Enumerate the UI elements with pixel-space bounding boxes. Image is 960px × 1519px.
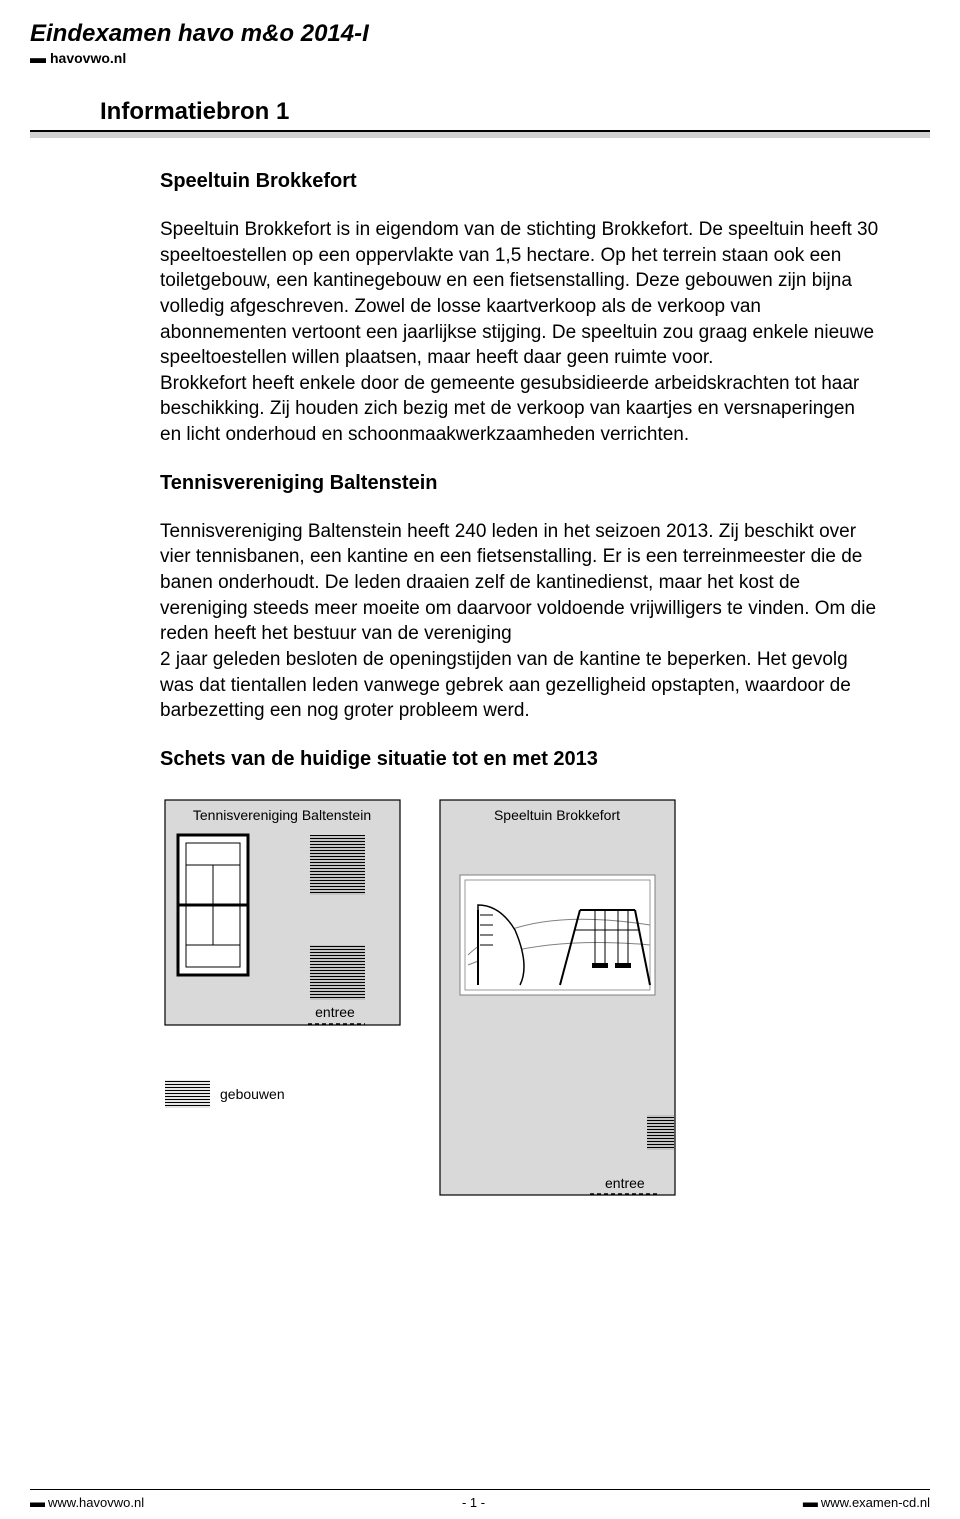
site-top: ▬havovwo.nl: [30, 50, 930, 68]
legend-gebouwen-label: gebouwen: [220, 1086, 285, 1102]
legend-hatch-icon: [165, 1080, 210, 1108]
content-body: Speeltuin Brokkefort Speeltuin Brokkefor…: [160, 168, 880, 1233]
diagram-svg: Tennisvereniging Baltenstein entree: [160, 795, 680, 1225]
entree-right-label: entree: [605, 1175, 645, 1191]
dash-icon: ▬: [30, 1494, 45, 1511]
speeltuin-label: Speeltuin Brokkefort: [494, 807, 620, 823]
heading-speeltuin: Speeltuin Brokkefort: [160, 168, 880, 195]
tennis-building-icon: [310, 835, 365, 895]
situation-diagram: Tennisvereniging Baltenstein entree: [160, 795, 880, 1233]
site-top-text: havovwo.nl: [50, 50, 126, 66]
footer-page-number: - 1 -: [462, 1495, 485, 1510]
para-1b: Brokkefort heeft enkele door de gemeente…: [160, 373, 859, 445]
para-2a: Tennisvereniging Baltenstein heeft 240 l…: [160, 521, 876, 645]
para-1a: Speeltuin Brokkefort is in eigendom van …: [160, 219, 878, 368]
speeltuin-building-icon: [647, 1115, 674, 1150]
heading-schets: Schets van de huidige situatie tot en me…: [160, 746, 880, 773]
tennis-building2-icon: [310, 945, 365, 1000]
speeltuin-box: [440, 800, 675, 1195]
footer-right-text: www.examen-cd.nl: [821, 1495, 930, 1510]
heading-tennis: Tennisvereniging Baltenstein: [160, 470, 880, 497]
section-title: Informatiebron 1: [100, 98, 930, 126]
tennis-label: Tennisvereniging Baltenstein: [193, 807, 371, 823]
entree-left-label: entree: [315, 1004, 355, 1020]
footer-right: ▬www.examen-cd.nl: [803, 1494, 930, 1511]
page-footer: ▬www.havovwo.nl - 1 - ▬www.examen-cd.nl: [30, 1489, 930, 1511]
dash-icon: ▬: [803, 1494, 818, 1511]
footer-left: ▬www.havovwo.nl: [30, 1494, 144, 1511]
title-rule: [30, 130, 930, 138]
tennis-court-icon: [178, 835, 248, 975]
footer-left-text: www.havovwo.nl: [48, 1495, 144, 1510]
exam-title: Eindexamen havo m&o 2014-I: [30, 20, 930, 48]
dash-icon: ▬: [30, 50, 46, 67]
para-2b: 2 jaar geleden besloten de openingstijde…: [160, 649, 851, 721]
playground-icon: [460, 875, 655, 995]
